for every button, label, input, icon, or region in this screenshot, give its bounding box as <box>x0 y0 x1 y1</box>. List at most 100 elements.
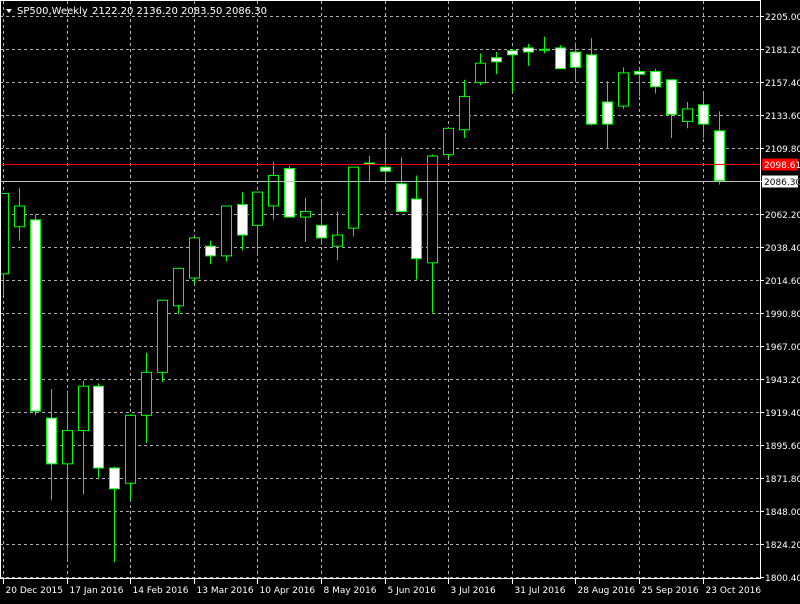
candle[interactable] <box>475 53 486 86</box>
price-lines <box>0 164 760 182</box>
candle[interactable] <box>0 192 9 295</box>
candle-body-bullish <box>459 95 470 131</box>
candle-body-bearish <box>380 166 391 172</box>
price-tick-label: 2109.80 <box>765 145 800 155</box>
price-tick-label: 2205.00 <box>765 13 800 23</box>
price-tick-label: 2062.20 <box>765 211 800 221</box>
bid-price-label: 2098.61 <box>764 161 800 171</box>
time-tick-label: 10 Apr 2016 <box>260 586 316 596</box>
candle-body-bearish <box>316 224 327 239</box>
candle[interactable] <box>523 43 534 66</box>
time-tick-label: 8 May 2016 <box>324 586 377 596</box>
candle-body-bearish <box>602 101 613 125</box>
candle-body-bullish <box>125 414 136 484</box>
candle-body-bearish <box>30 219 41 412</box>
price-axis[interactable]: 2205.00 2181.20 2157.40 2133.60 2109.80 2086.… <box>760 13 800 584</box>
candle[interactable] <box>634 68 645 97</box>
candle[interactable] <box>268 161 279 220</box>
candle[interactable] <box>30 214 41 416</box>
time-tick-label: 14 Feb 2016 <box>133 586 189 596</box>
candle-body-bearish <box>523 47 534 53</box>
candle-body-bullish <box>62 430 73 465</box>
candle[interactable] <box>316 201 327 245</box>
candle-body-bullish <box>682 108 693 122</box>
candle-body-bearish <box>109 467 120 490</box>
candle[interactable] <box>555 45 566 70</box>
price-tick-label: 1895.60 <box>765 442 800 452</box>
candle[interactable] <box>666 79 677 139</box>
candle[interactable] <box>396 157 407 213</box>
candle[interactable] <box>539 36 550 54</box>
symbol-dropdown-icon[interactable] <box>6 9 12 13</box>
candle-body-bearish <box>284 168 295 218</box>
candle[interactable] <box>78 380 89 495</box>
candle[interactable] <box>650 68 661 94</box>
candle-body-bullish <box>427 155 438 264</box>
candle[interactable] <box>93 383 104 478</box>
time-tick-label: 13 Mar 2016 <box>197 586 254 596</box>
time-axis[interactable]: 20 Dec 2015 17 Jan 2016 14 Feb 2016 13 Mar … <box>3 579 762 596</box>
candle[interactable] <box>570 42 581 83</box>
candle-body-bullish <box>348 166 359 229</box>
candle[interactable] <box>284 165 295 218</box>
price-tick-label: 2181.20 <box>765 46 800 56</box>
candle[interactable] <box>411 175 422 280</box>
candle[interactable] <box>586 38 597 126</box>
candle[interactable] <box>109 466 120 563</box>
candle-body-bearish <box>491 57 502 63</box>
candle[interactable] <box>205 240 216 265</box>
candle[interactable] <box>380 136 391 181</box>
candle[interactable] <box>46 388 57 500</box>
price-tick-label: 1919.40 <box>765 409 800 419</box>
price-tick-label: 1943.20 <box>765 376 800 386</box>
candle[interactable] <box>237 192 248 251</box>
candle[interactable] <box>14 187 25 241</box>
candle-body-bearish <box>396 183 407 213</box>
candle-body-bullish <box>0 192 9 275</box>
time-tick-label: 23 Oct 2016 <box>706 586 762 596</box>
time-tick-label: 31 Jul 2016 <box>515 586 566 596</box>
candle[interactable] <box>698 93 709 139</box>
bid-price-tag <box>762 158 798 171</box>
candle[interactable] <box>443 127 454 158</box>
candle[interactable] <box>602 81 613 150</box>
candle[interactable] <box>332 211 343 261</box>
candle[interactable] <box>507 49 518 93</box>
candle-body-bullish <box>443 127 454 156</box>
candle[interactable] <box>189 237 200 284</box>
candle[interactable] <box>141 352 152 444</box>
candle-body-bearish <box>650 70 661 88</box>
candle[interactable] <box>157 299 168 383</box>
time-tick-label: 20 Dec 2015 <box>6 586 64 596</box>
candle[interactable] <box>348 166 359 237</box>
candle-body-bullish <box>14 205 25 228</box>
candle[interactable] <box>62 391 73 561</box>
candle[interactable] <box>125 413 136 500</box>
candle-body-bullish <box>268 174 279 207</box>
price-tick-label: 2133.60 <box>765 112 800 122</box>
chart-header: SP500,Weekly 2122.20 2136.20 2083.50 208… <box>6 6 267 17</box>
candles[interactable] <box>0 36 725 563</box>
price-tick-label: 2014.60 <box>765 277 800 287</box>
candle[interactable] <box>682 101 693 129</box>
candle[interactable] <box>173 267 184 315</box>
price-tick-label: 1871.80 <box>765 475 800 485</box>
candle[interactable] <box>221 205 232 262</box>
candle-body-bullish <box>173 267 184 307</box>
candle[interactable] <box>714 111 725 185</box>
candle[interactable] <box>252 191 263 255</box>
price-tick-label: 2038.40 <box>765 244 800 254</box>
time-tick-label: 5 Jun 2016 <box>388 586 437 596</box>
ohlc-values-label: 2122.20 2136.20 2083.50 2086.30 <box>92 6 267 17</box>
candle[interactable] <box>459 79 470 139</box>
candle-body-bullish <box>618 72 629 107</box>
candle-body-bullish <box>157 299 168 373</box>
candle-body-bearish <box>714 130 725 182</box>
candle[interactable] <box>300 197 311 243</box>
candle[interactable] <box>618 67 629 109</box>
candle[interactable] <box>491 52 502 75</box>
candle-body-bullish <box>221 205 232 257</box>
chart-frame <box>0 0 761 579</box>
